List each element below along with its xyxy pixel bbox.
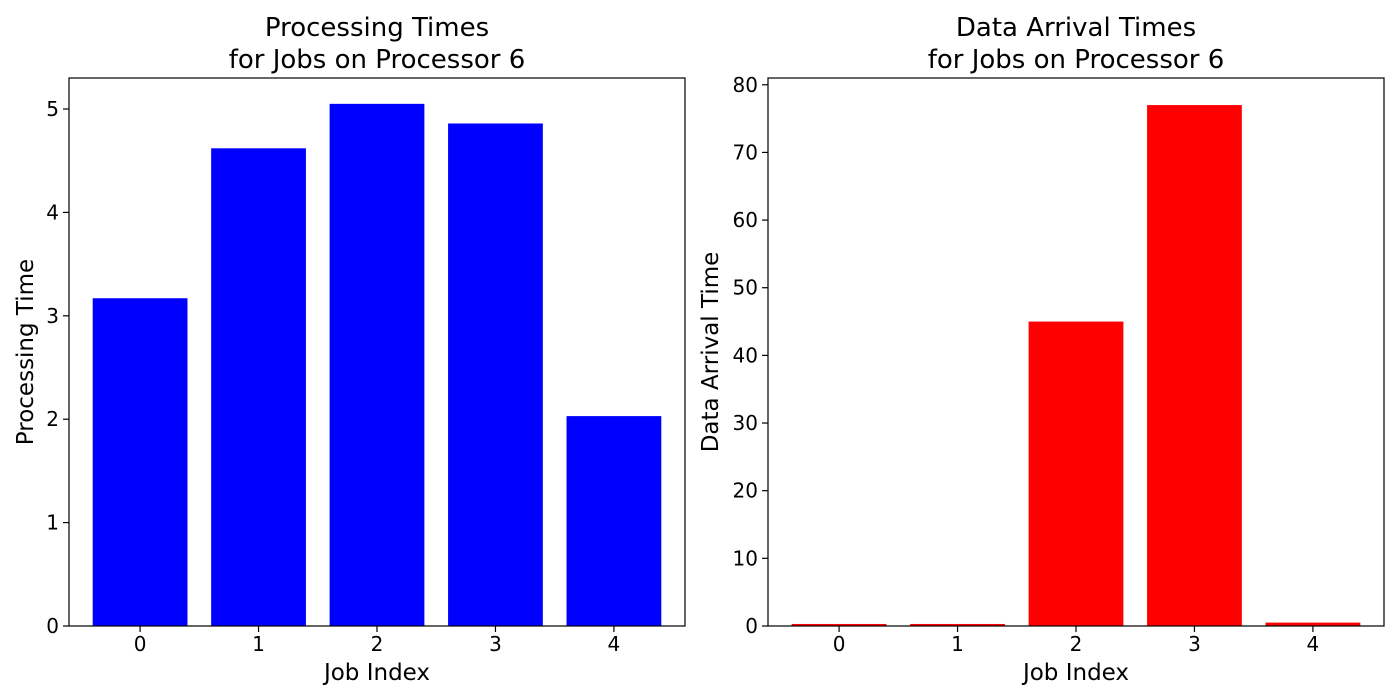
x-tick-label: 4 [608,632,621,656]
x-tick-label: 0 [833,632,846,656]
chart-title-line-1: for Jobs on Processor 6 [229,45,526,75]
y-tick-label: 0 [46,614,59,638]
chart-panel-0: 0 1 2 3 4 0 1 2 3 4 5 Job Index Processing Time Proce… [13,13,686,686]
bar-0 [791,623,887,626]
x-axis-label: Job Index [322,660,430,686]
y-tick-label: 50 [733,276,758,300]
x-tick-label: 0 [134,632,147,656]
bar-2 [1028,321,1124,626]
chart-title-line-0: Processing Times [265,13,489,43]
y-tick-label: 30 [733,411,758,435]
y-axis-label: Processing Time [13,259,39,445]
x-tick-label: 2 [1070,632,1083,656]
x-tick-label: 4 [1307,632,1320,656]
bar-4 [566,416,662,626]
chart-title-line-1: for Jobs on Processor 6 [928,45,1225,75]
y-tick-label: 4 [46,200,59,224]
bar-2 [329,103,425,626]
bar-3 [448,123,543,627]
chart-title-line-0: Data Arrival Times [956,13,1196,43]
y-tick-label: 40 [733,343,758,367]
y-axis-label: Data Arrival Time [698,252,724,453]
y-tick-label: 70 [733,140,758,164]
y-tick-label: 0 [745,614,758,638]
x-tick-label: 3 [1188,632,1201,656]
y-tick-label: 80 [733,73,758,97]
bar-1 [211,148,306,626]
y-tick-label: 5 [46,97,59,121]
y-tick-label: 3 [46,304,59,328]
y-tick-label: 1 [46,511,59,535]
y-tick-label: 20 [733,479,758,503]
bar-1 [910,623,1005,626]
bar-3 [1147,105,1242,627]
x-tick-label: 3 [489,632,502,656]
x-axis-label: Job Index [1021,660,1129,686]
y-tick-label: 10 [733,546,758,570]
bar-4 [1265,622,1361,626]
bar-0 [92,298,188,626]
y-tick-label: 60 [733,208,758,232]
x-tick-label: 1 [252,632,265,656]
y-tick-label: 2 [46,407,59,431]
x-tick-label: 2 [371,632,384,656]
x-tick-label: 1 [951,632,964,656]
